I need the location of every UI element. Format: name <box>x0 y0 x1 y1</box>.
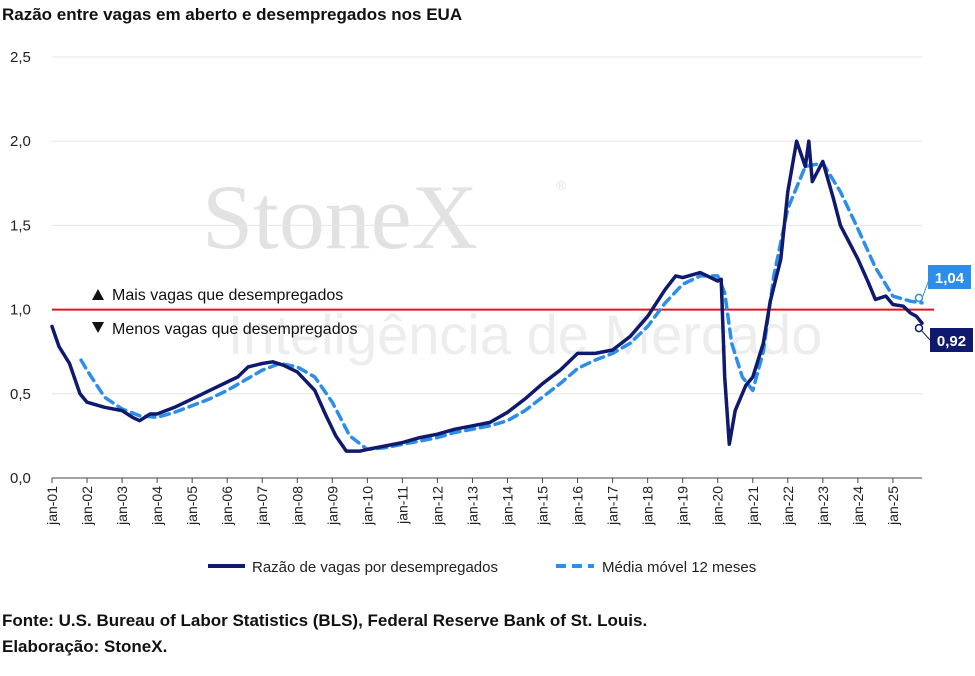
y-tick-label: 0,5 <box>10 386 31 403</box>
series-line-ratio <box>50 139 924 453</box>
watermark-brand: StoneX <box>202 166 478 268</box>
x-tick-label: jan-18 <box>640 486 656 526</box>
x-tick-label: jan-06 <box>219 486 235 526</box>
x-tick-label: jan-23 <box>815 486 831 526</box>
x-tick-label: jan-09 <box>324 486 340 526</box>
legend-label-moving-average: Média móvel 12 meses <box>602 559 756 576</box>
y-tick-label: 2,5 <box>10 49 31 66</box>
y-tick-label: 0,0 <box>10 470 31 487</box>
x-tick-label: jan-04 <box>149 486 165 526</box>
x-tick-label: jan-03 <box>114 486 130 526</box>
y-tick-label: 1,0 <box>10 302 31 319</box>
watermark-registered-mark: ® <box>556 177 567 193</box>
legend: Razão de vagas por desempregados Média m… <box>208 559 756 576</box>
x-tick-label: jan-15 <box>535 486 551 526</box>
y-tick-label: 2,0 <box>10 133 31 150</box>
x-tick-label: jan-05 <box>184 486 200 526</box>
x-tick-label: jan-19 <box>675 486 691 526</box>
x-tick-label: jan-12 <box>429 486 445 526</box>
annotation-above: Mais vagas que desempregados <box>112 287 343 304</box>
x-tick-label: jan-20 <box>710 486 726 526</box>
triangle-down-icon <box>92 322 104 333</box>
x-tick-label: jan-24 <box>850 486 866 526</box>
y-tick-label: 1,5 <box>10 217 31 234</box>
x-tick-label: jan-14 <box>499 486 515 526</box>
end-label-box-ratio <box>930 328 973 352</box>
x-tick-label: jan-17 <box>605 486 621 526</box>
end-label-moving-average: 1,04 <box>935 270 965 287</box>
x-tick-label: jan-02 <box>79 486 95 526</box>
x-tick-label: jan-08 <box>289 486 305 526</box>
x-tick-label: jan-16 <box>570 486 586 526</box>
x-tick-label: jan-11 <box>394 486 410 525</box>
end-marker-ratio <box>914 323 924 333</box>
triangle-up-icon <box>92 289 104 300</box>
end-leader-ratio <box>921 330 931 341</box>
annotation-below: Menos vagas que desempregados <box>112 321 358 338</box>
x-tick-label: jan-21 <box>745 486 761 526</box>
series-line-moving-average <box>79 161 924 452</box>
end-labels: 1,04 0,92 <box>914 265 973 352</box>
x-tick-label: jan-25 <box>885 486 901 526</box>
end-marker-moving-average <box>914 293 924 303</box>
source-note: Fonte: U.S. Bureau of Labor Statistics (… <box>2 611 648 630</box>
x-tick-label: jan-13 <box>464 486 480 526</box>
x-tick-label: jan-07 <box>254 486 270 526</box>
legend-label-ratio: Razão de vagas por desempregados <box>252 559 498 576</box>
series-group <box>50 139 924 453</box>
x-tick-label: jan-22 <box>780 486 796 526</box>
end-label-box-moving-average <box>928 265 971 289</box>
end-label-ratio: 0,92 <box>937 333 966 350</box>
credit-note: Elaboração: StoneX. <box>2 637 168 656</box>
watermark: StoneX ® Inteligência de Mercado <box>202 166 822 366</box>
x-tick-label: jan-10 <box>359 486 375 526</box>
chart-title: Razão entre vagas em aberto e desemprega… <box>2 5 463 24</box>
x-tick-label: jan-01 <box>44 486 60 526</box>
annotations: Mais vagas que desempregados Menos vagas… <box>92 287 358 338</box>
